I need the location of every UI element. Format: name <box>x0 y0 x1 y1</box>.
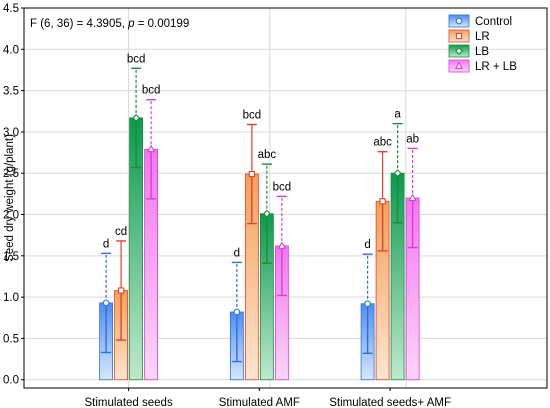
significance-letter: bcd <box>127 53 146 65</box>
mean-marker <box>102 299 110 307</box>
bars <box>99 117 420 381</box>
plot-frame <box>23 7 548 389</box>
significance-letter: d <box>364 239 370 251</box>
mean-marker <box>248 170 255 178</box>
significance-letter: a <box>394 109 401 121</box>
mean-marker <box>132 113 141 122</box>
legend: Control LR LB LR + LB <box>448 14 517 73</box>
mean-marker <box>233 308 241 316</box>
anova-annotation-p-symbol: p <box>127 18 135 30</box>
error-bars <box>101 67 418 363</box>
x-category-label: Stimulated seeds <box>84 397 172 408</box>
y-tick-label: 2.0 <box>3 210 19 222</box>
significance-letter: abc <box>373 137 392 149</box>
mean-marker <box>277 241 286 249</box>
y-axis-ticks: 0.0 0.5 1.0 1.5 2.0 2.5 3.0 3.5 4.0 4.5 <box>3 3 24 387</box>
significance-letter: d <box>103 238 109 250</box>
legend-marker <box>455 17 463 25</box>
anova-annotation: F (6, 36) = 4.3905, p = 0.00199 <box>30 18 189 30</box>
legend-label: Control <box>475 16 512 28</box>
y-axis-label: Seed dry weight (g/plant) <box>4 134 16 262</box>
x-category-label: Stimulated AMF <box>219 397 300 408</box>
anova-annotation-prefix: F (6, 36) = 4.3905, <box>30 18 128 30</box>
significance-letter: bcd <box>273 181 292 193</box>
legend-label: LR + LB <box>475 61 517 73</box>
x-axis-categories: Stimulated seeds Stimulated AMF Stimulated… <box>84 388 451 408</box>
y-tick-label: 0.5 <box>3 333 19 345</box>
y-tick-label: 4.0 <box>3 44 19 56</box>
mean-marker <box>262 209 271 218</box>
y-tick-label: 3.0 <box>3 127 19 139</box>
y-tick-label: 0.0 <box>3 375 19 387</box>
mean-marker <box>408 193 417 201</box>
y-tick-label: 3.5 <box>3 86 19 98</box>
significance-letter: bcd <box>243 109 262 121</box>
legend-marker <box>454 61 464 69</box>
mean-marker <box>146 144 156 153</box>
mean-marker <box>393 169 402 178</box>
x-category-label: Stimulated seeds+ AMF <box>329 397 451 408</box>
y-tick-label: 1.0 <box>3 292 19 304</box>
y-tick-label: 2.5 <box>3 168 19 180</box>
anova-annotation-suffix: = 0.00199 <box>135 18 190 30</box>
mean-marker <box>117 287 125 294</box>
mean-marker <box>364 300 371 308</box>
y-tick-label: 1.5 <box>3 251 19 263</box>
significance-letter: abc <box>258 149 277 161</box>
legend-label: LB <box>475 46 489 58</box>
y-tick-label: 4.5 <box>3 3 19 15</box>
significance-letter: d <box>234 247 240 259</box>
mean-marker <box>379 198 386 205</box>
legend-marker <box>455 32 463 40</box>
significance-letter: bcd <box>142 85 161 97</box>
significance-letter: ab <box>406 133 419 145</box>
significance-letter: cd <box>115 226 127 238</box>
legend-label: LR <box>475 31 490 43</box>
legend-marker <box>455 47 463 55</box>
